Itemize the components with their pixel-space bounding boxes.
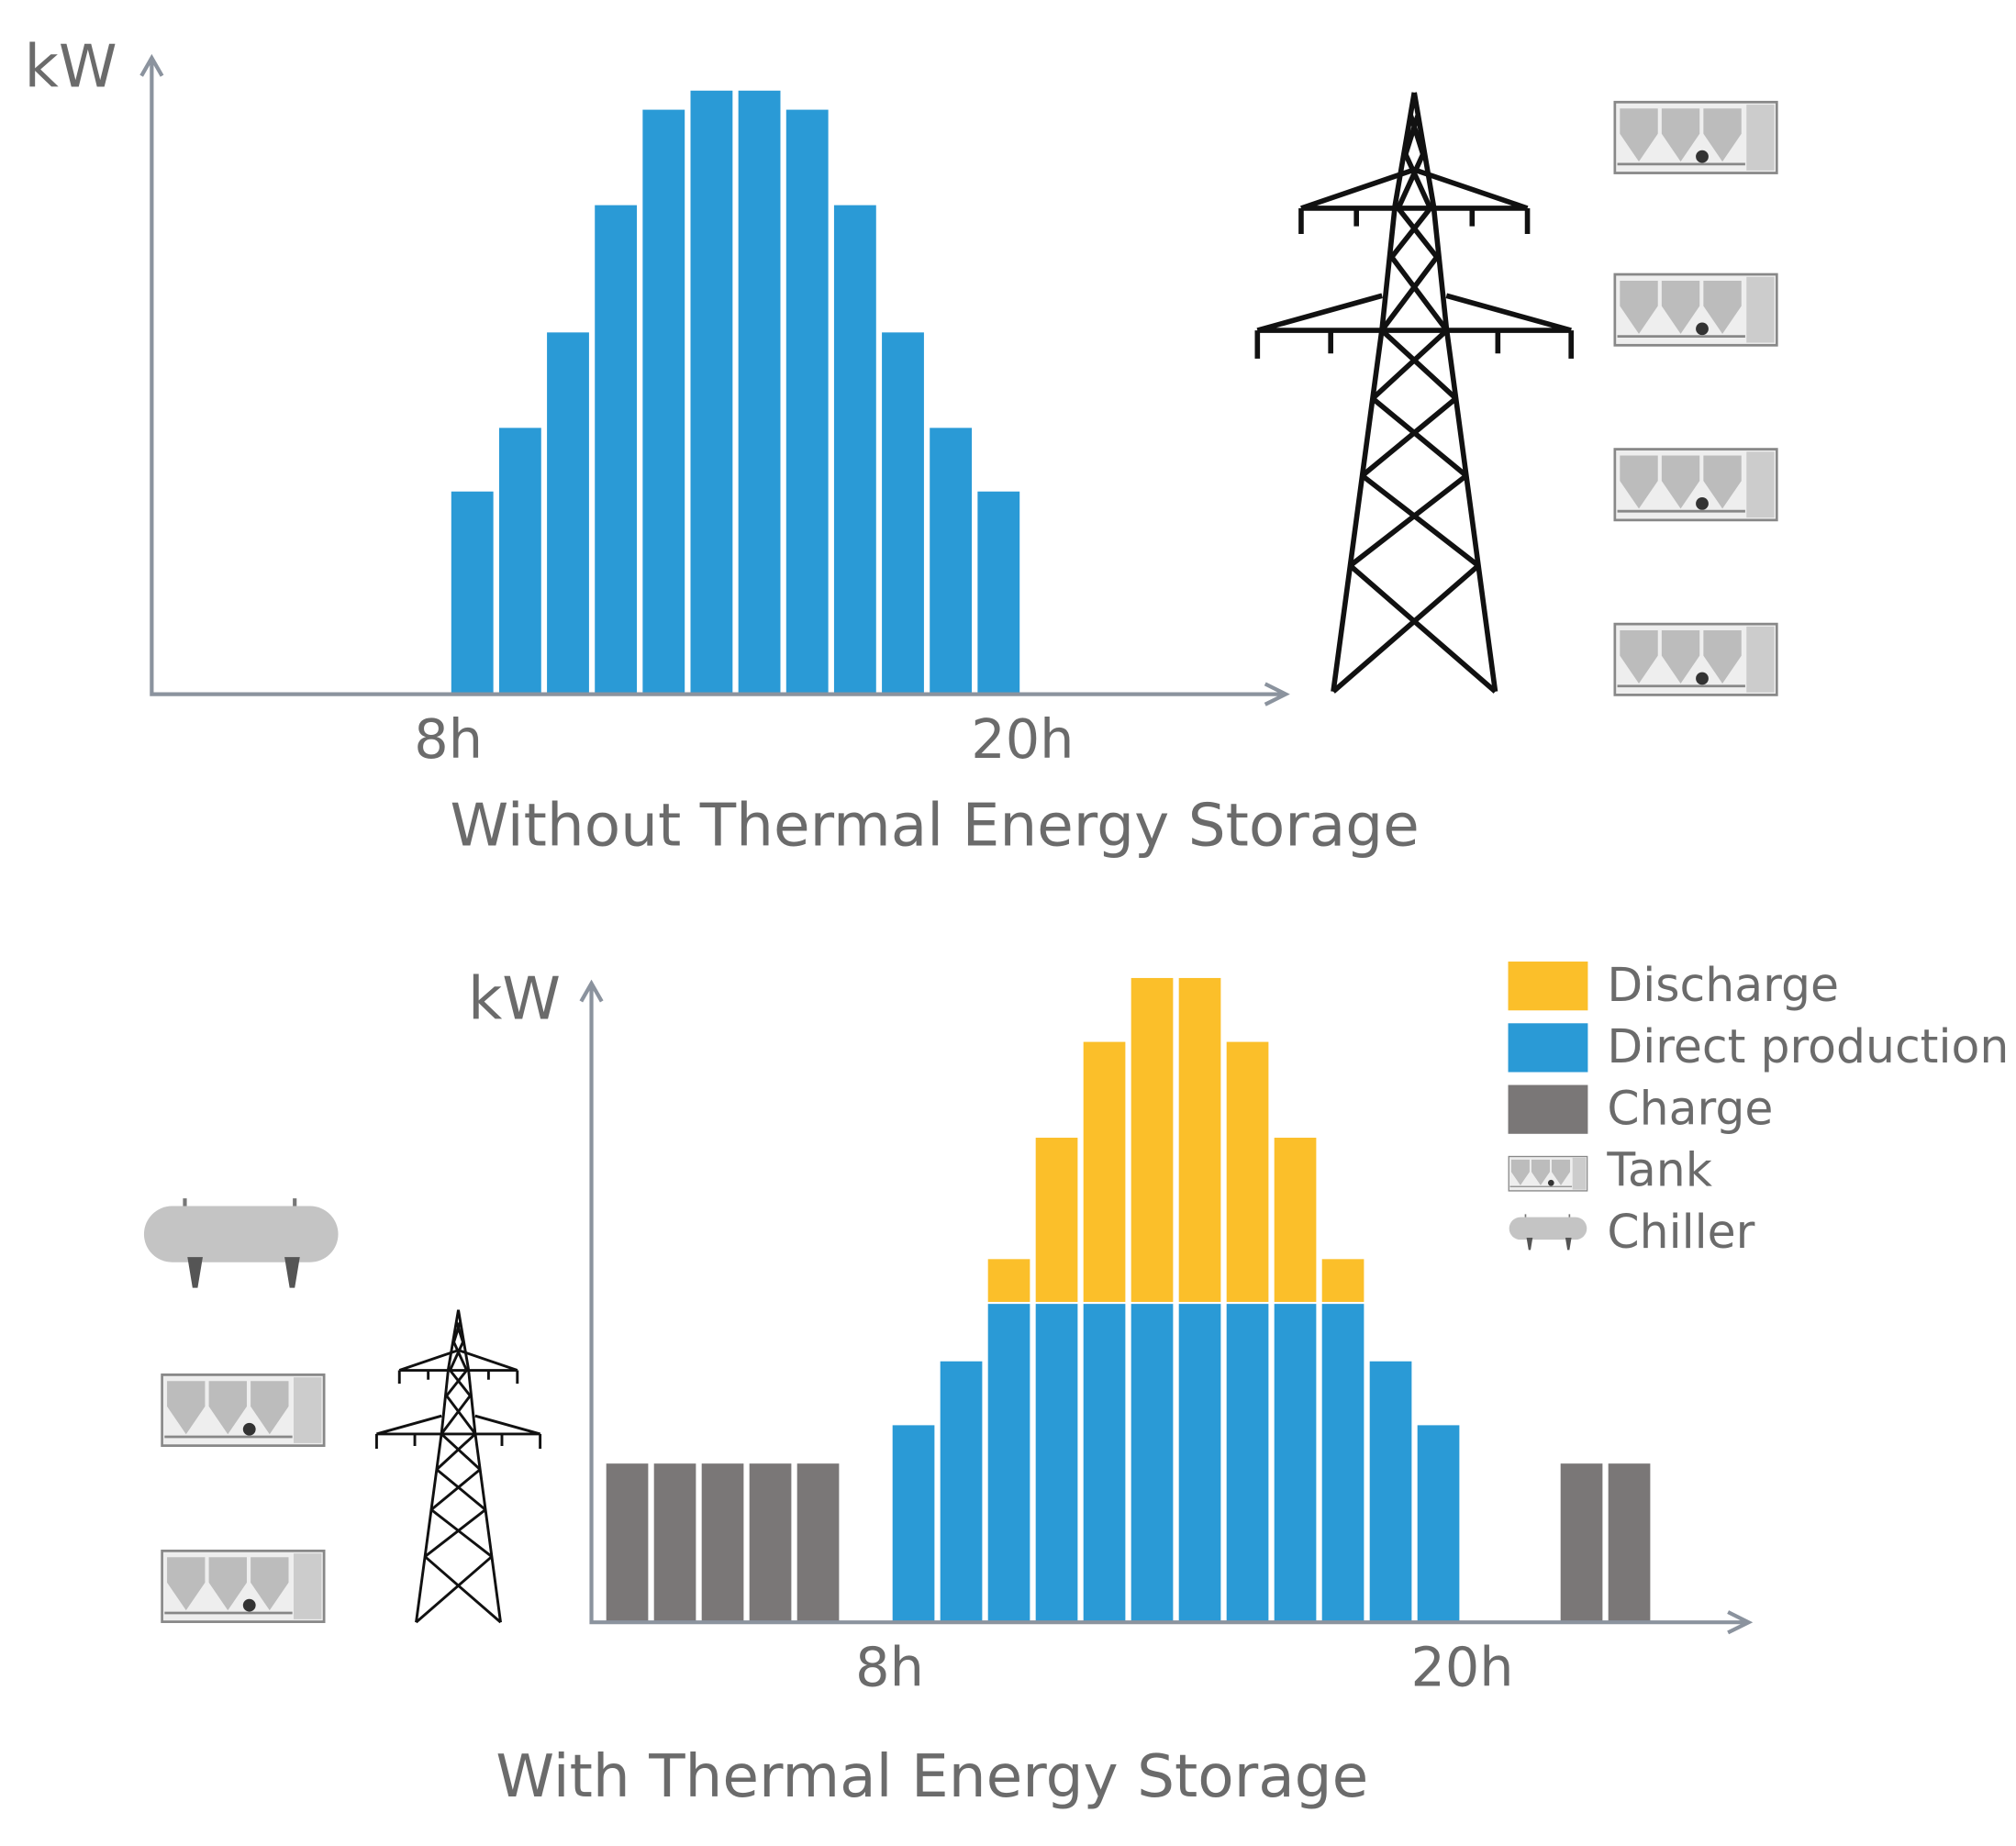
legend-swatch: [1508, 1023, 1588, 1073]
chiller-icon: [1613, 272, 1778, 347]
legend-swatch: [1508, 962, 1588, 1011]
bar: [1129, 1301, 1175, 1624]
legend-icon: [1508, 1155, 1588, 1192]
bar: [1081, 1301, 1128, 1624]
chiller-icon: [161, 1549, 326, 1624]
chiller-icon: [1613, 100, 1778, 174]
bar: [688, 88, 735, 695]
x-tick-label: 8h: [855, 1636, 924, 1699]
bar: [1129, 975, 1175, 1305]
bar: [736, 88, 783, 695]
bar: [747, 1462, 794, 1624]
bar: [1176, 1301, 1223, 1624]
bar: [1081, 1040, 1128, 1305]
bar: [1606, 1462, 1653, 1624]
bar: [831, 203, 878, 695]
bar: [652, 1462, 698, 1624]
y-axis-label: kW: [468, 964, 561, 1033]
bar: [449, 489, 496, 695]
chiller-icon: [1613, 622, 1778, 696]
chiller-icon: [1613, 448, 1778, 522]
legend-swatch: [1508, 1084, 1588, 1134]
bar: [986, 1257, 1032, 1305]
bar: [604, 1462, 651, 1624]
legend-label: Direct production: [1607, 1019, 2009, 1073]
bar: [1224, 1040, 1271, 1305]
bar: [544, 330, 592, 695]
bar: [1033, 1135, 1080, 1305]
x-tick-label: 20h: [1410, 1636, 1513, 1699]
bar: [1367, 1359, 1414, 1624]
legend-label: Chiller: [1607, 1205, 1754, 1259]
chart-title: With Thermal Energy Storage: [496, 1742, 1368, 1811]
y-axis-label: kW: [25, 33, 117, 102]
bar: [1320, 1301, 1366, 1624]
bar: [1320, 1257, 1366, 1305]
axes: [139, 53, 1290, 706]
pylon-icon: [1257, 93, 1571, 692]
bar: [879, 330, 927, 695]
bar: [1272, 1135, 1319, 1305]
bar: [986, 1301, 1032, 1624]
bar: [890, 1423, 937, 1624]
tank-icon: [144, 1198, 339, 1287]
legend-icon: [1508, 1213, 1588, 1251]
bar: [1176, 975, 1223, 1305]
bar: [784, 107, 830, 695]
bar: [593, 203, 640, 695]
bar: [1415, 1423, 1462, 1624]
chart-title: Without Thermal Energy Storage: [450, 791, 1419, 860]
bar: [1033, 1301, 1080, 1624]
bar: [1558, 1462, 1605, 1624]
axes: [579, 979, 1754, 1635]
bar: [699, 1462, 746, 1624]
bar: [1224, 1301, 1271, 1624]
bar: [928, 426, 975, 695]
bar: [1272, 1301, 1319, 1624]
x-tick-label: 8h: [414, 707, 483, 771]
legend-label: Charge: [1607, 1081, 1773, 1135]
legend-label: Tank: [1606, 1143, 1712, 1197]
pylon-icon: [374, 1308, 542, 1624]
bar: [640, 107, 687, 695]
bar: [496, 426, 543, 695]
bar: [795, 1462, 841, 1624]
legend-label: Discharge: [1607, 958, 1839, 1012]
chiller-icon: [161, 1373, 326, 1448]
bar: [975, 489, 1022, 695]
bar: [938, 1359, 985, 1624]
x-tick-label: 20h: [971, 707, 1074, 771]
